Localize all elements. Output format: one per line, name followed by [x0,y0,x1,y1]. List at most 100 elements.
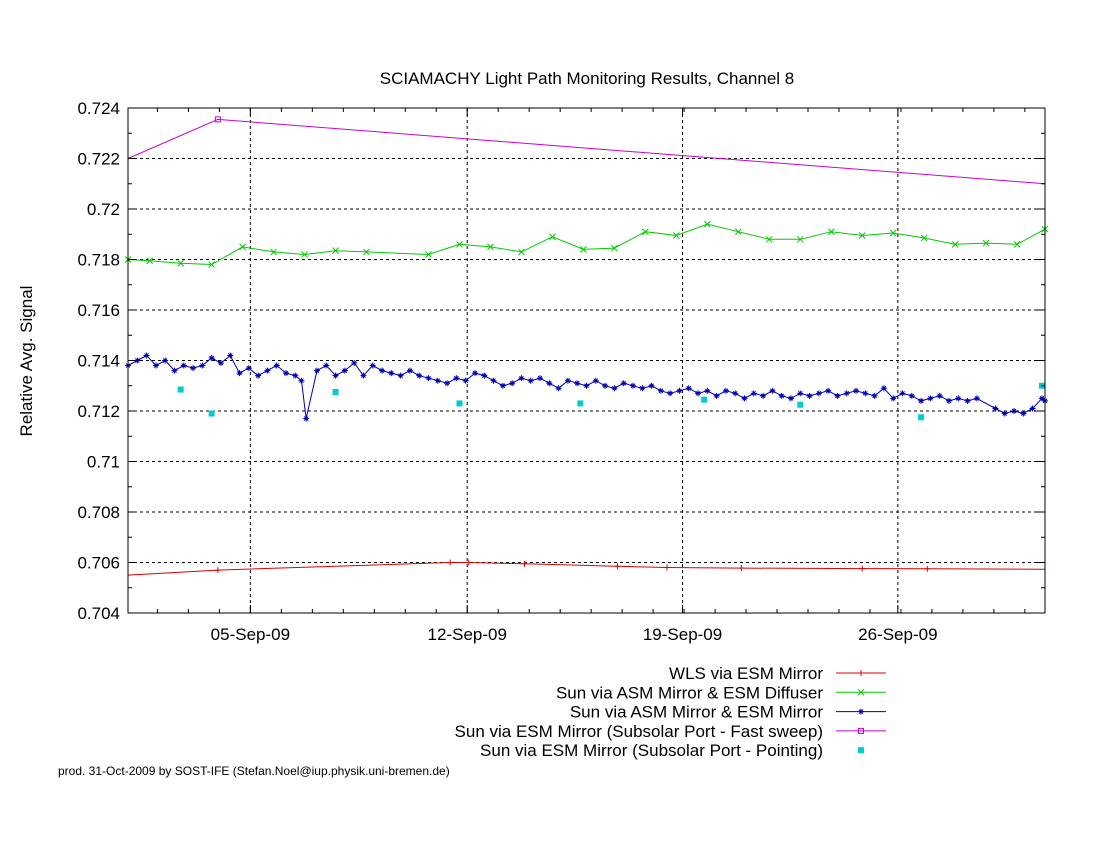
legend-label: Sun via ASM Mirror & ESM Mirror [570,703,823,722]
data-point [701,396,708,403]
data-point [778,392,785,399]
data-point [769,387,776,394]
series-layer [124,116,1049,576]
data-point [245,365,252,372]
data-point [620,380,627,387]
data-point [360,372,367,379]
data-point [843,390,850,397]
data-point [787,395,794,402]
data-point [920,234,928,242]
data-point [490,377,497,384]
data-point [434,377,441,384]
data-point [199,362,206,369]
data-point [298,377,305,384]
data-point [487,243,494,251]
data-point [282,370,289,377]
data-point [667,390,674,397]
y-tick-label: 0.712 [77,402,120,421]
data-point [936,392,943,399]
data-point [796,235,804,243]
data-point [332,247,339,255]
data-point [760,392,767,399]
data-point [406,367,413,374]
data-point [858,727,864,734]
data-point [444,380,451,387]
axis-ticks: 0.704 0.706 0.708 0.71 0.712 0.714 0.716 0.718 0… [77,99,1045,644]
grid-lines [128,108,1045,613]
y-tick-label: 0.714 [77,352,120,371]
data-point [945,397,952,404]
series-line [127,354,1046,419]
data-point [951,240,959,248]
data-point [134,357,141,364]
y-tick-label: 0.722 [77,150,120,169]
data-point [703,220,711,228]
data-point [270,248,277,256]
data-point [527,377,534,384]
data-point [214,116,221,123]
data-point [416,372,423,379]
data-point [924,565,931,572]
data-point [927,395,934,402]
legend-label: Sun via ASM Mirror & ESM Diffuser [556,683,823,702]
data-point [853,387,860,394]
data-point [521,560,528,567]
data-point [323,362,330,369]
data-point [858,708,864,715]
data-point [639,385,646,392]
data-point [425,375,432,382]
data-point [642,228,649,236]
data-point [862,390,869,397]
data-point [255,372,262,379]
data-point [301,251,308,258]
data-point [425,251,432,258]
y-tick-label: 0.706 [77,554,120,573]
production-credit: prod. 31-Oct-2009 by SOST-IFE (Stefan.No… [58,764,450,778]
data-point [676,387,683,394]
data-point [685,385,692,392]
data-point [857,688,865,696]
data-point [713,392,720,399]
data-point [379,367,386,374]
data-point [734,228,742,236]
data-point [629,382,636,389]
data-point [577,400,584,407]
data-point [611,385,618,392]
data-point [704,387,711,394]
data-point [580,246,587,253]
y-tick-label: 0.718 [77,251,120,270]
data-point [509,380,516,387]
data-point [614,563,621,570]
data-point [918,414,925,421]
data-point [765,235,773,243]
data-point [889,229,897,237]
data-point [351,360,358,367]
data-point [481,372,488,379]
data-point [217,360,224,367]
data-point [871,392,878,399]
y-axis-label: Relative Avg. Signal [17,286,36,437]
data-point [236,370,243,377]
data-point [208,410,215,417]
data-point [806,392,813,399]
series-5 [177,382,1045,421]
data-point [177,386,184,393]
data-point [388,370,395,377]
data-point [518,375,525,382]
chart-title: SCIAMACHY Light Path Monitoring Results,… [380,69,795,88]
data-point [722,387,729,394]
data-point [657,387,664,394]
data-point [143,352,150,359]
y-tick-label: 0.71 [87,453,120,472]
data-point [564,377,571,384]
series-1 [127,559,1046,576]
data-point [264,367,271,374]
data-point [664,564,671,571]
data-point [880,385,887,392]
data-point [827,228,835,236]
data-point [732,390,739,397]
series-4 [127,116,1046,185]
data-point [1011,408,1018,414]
data-point [648,382,655,389]
